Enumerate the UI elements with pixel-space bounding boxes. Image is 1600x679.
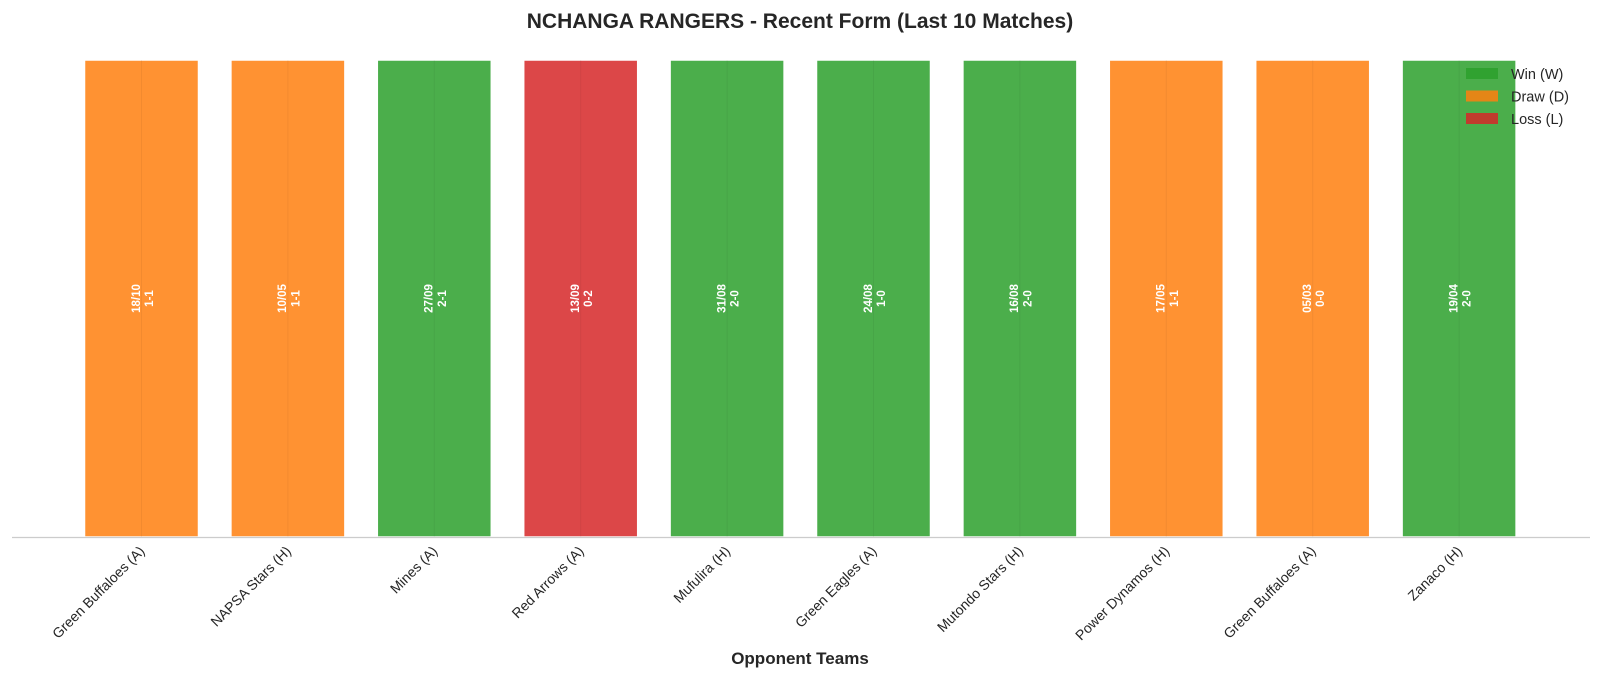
x-tick-label: Mines (A) (387, 543, 441, 597)
bar-label-score: 1-1 (1169, 290, 1181, 307)
x-tick-label: Green Eagles (A) (792, 543, 880, 631)
bar-label: 24/081-0 (863, 284, 888, 313)
bar-label-score: 0-0 (1315, 290, 1327, 307)
bar-label: 31/082-0 (716, 284, 741, 313)
x-tick-label: Mutondo Stars (H) (934, 543, 1026, 635)
bar-label-date: 27/09 (424, 284, 436, 313)
x-tick-label: Green Buffaloes (A) (49, 543, 148, 642)
bar-label-score: 1-1 (290, 290, 302, 307)
bars-group (83, 59, 1517, 538)
x-tick-labels-group: Green Buffaloes (A) NAPSA Stars (H) Mines … (49, 543, 1465, 643)
x-tick-label: Red Arrows (A) (508, 543, 586, 621)
bar-label: 05/030-0 (1302, 284, 1327, 313)
bar-label-date: 16/08 (1009, 284, 1021, 313)
bar-2 (230, 59, 346, 538)
bar-label-date: 18/10 (131, 284, 143, 313)
legend-swatch (1466, 68, 1498, 79)
legend-label: Loss (L) (1511, 112, 1563, 128)
x-tick-label: NAPSA Stars (H) (207, 543, 294, 630)
chart-title: NCHANGA RANGERS - Recent Form (Last 10 M… (527, 10, 1073, 33)
bar-label-date: 13/09 (570, 284, 582, 313)
bar-label-date: 10/05 (277, 284, 289, 313)
bar-label-score: 1-1 (144, 290, 156, 307)
bar-5 (669, 59, 785, 538)
bar-6 (815, 59, 932, 538)
bar-1 (83, 59, 200, 538)
bar-8 (1108, 59, 1225, 538)
x-axis-label: Opponent Teams (731, 649, 869, 668)
bar-label-date: 24/08 (863, 284, 875, 313)
x-tick-label: Mufulira (H) (670, 543, 733, 606)
bar-label: 17/051-1 (1156, 284, 1181, 313)
bar-label-score: 0-2 (583, 290, 595, 307)
bar-label-date: 31/08 (716, 284, 728, 313)
legend-swatch (1466, 113, 1498, 124)
bar-label-date: 17/05 (1156, 284, 1168, 313)
bar-label-score: 2-0 (730, 290, 742, 307)
bar-labels-group: 18/101-1 10/051-1 27/092-1 13/090-2 31/082-0… (131, 284, 1474, 313)
bar-label: 10/051-1 (277, 284, 302, 313)
bar-label-score: 2-0 (1462, 290, 1474, 307)
bar-label: 19/042-0 (1448, 284, 1473, 313)
bar-label-date: 19/04 (1448, 284, 1460, 313)
bar-label: 18/101-1 (131, 284, 156, 313)
bar-4 (522, 59, 639, 538)
bar-10 (1401, 59, 1517, 538)
bar-label-score: 2-1 (437, 290, 449, 307)
bar-label-score: 1-0 (876, 290, 888, 307)
legend: Win (W) Draw (D) Loss (L) (1466, 67, 1569, 128)
bar-label-score: 2-0 (1022, 290, 1034, 307)
bar-3 (376, 59, 493, 538)
x-tick-label: Zanaco (H) (1404, 543, 1465, 604)
legend-swatch (1466, 90, 1498, 102)
bar-label: 27/092-1 (424, 284, 449, 313)
legend-label: Draw (D) (1511, 90, 1569, 106)
legend-label: Win (W) (1511, 67, 1563, 83)
bar-label: 16/082-0 (1009, 284, 1034, 313)
x-tick-label: Green Buffaloes (A) (1220, 543, 1319, 642)
bar-label: 13/090-2 (570, 284, 595, 313)
x-tick-label: Power Dynamos (H) (1072, 543, 1172, 643)
bar-label-date: 05/03 (1302, 284, 1314, 313)
bar-7 (962, 59, 1078, 538)
